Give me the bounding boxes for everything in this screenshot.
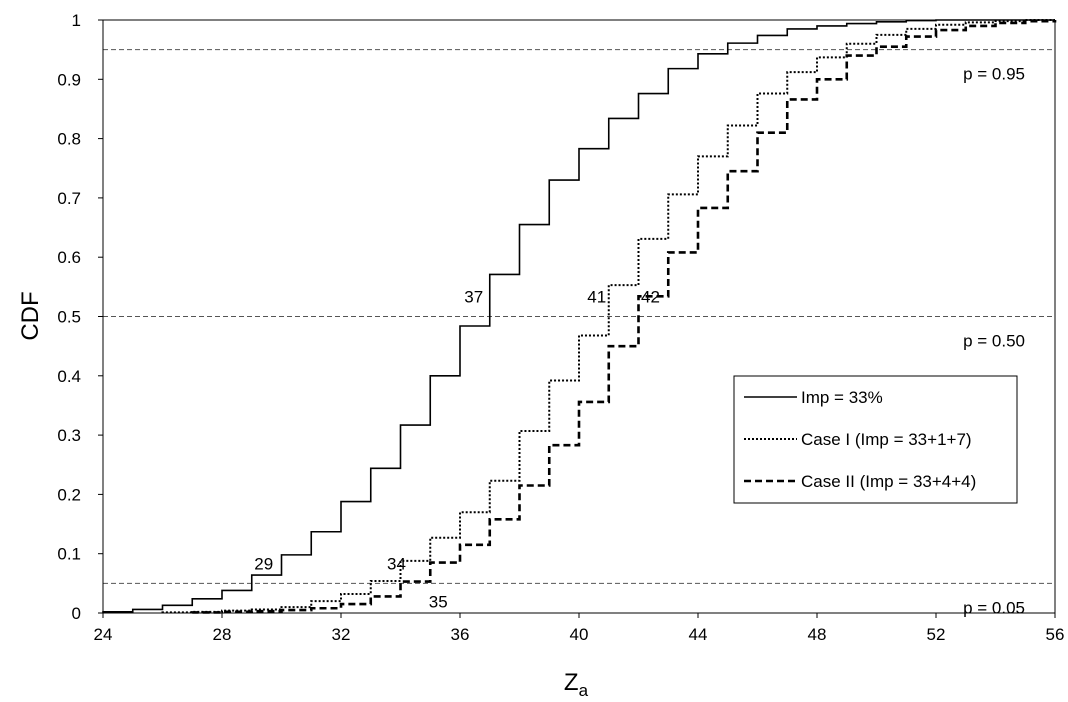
annotation-label: 37 xyxy=(464,288,483,307)
annotation-label: 29 xyxy=(254,554,273,573)
x-axis-title-main: Z xyxy=(564,669,579,696)
y-tick-label: 0.6 xyxy=(57,248,81,267)
annotation-label: 35 xyxy=(429,592,448,611)
y-tick-label: 0.4 xyxy=(57,367,81,386)
x-tick-label: 28 xyxy=(213,625,232,644)
x-tick-label: 24 xyxy=(94,625,113,644)
x-axis-title-sub: a xyxy=(579,681,589,697)
legend: Imp = 33% Case I (Imp = 33+1+7) Case II … xyxy=(733,375,1018,504)
y-tick-label: 0.5 xyxy=(57,308,81,327)
reference-line-label: p = 0.05 xyxy=(963,598,1025,617)
series-line-2 xyxy=(161,19,1055,614)
y-tick-label: 0.9 xyxy=(57,70,81,89)
x-tick-label: 36 xyxy=(451,625,470,644)
series-line-1 xyxy=(102,19,1055,613)
y-tick-label: 0.2 xyxy=(57,485,81,504)
y-tick-label: 0.7 xyxy=(57,189,81,208)
x-tick-label: 48 xyxy=(808,625,827,644)
y-tick-label: 1 xyxy=(72,11,81,30)
x-tick-label: 32 xyxy=(332,625,351,644)
x-tick-label: 44 xyxy=(689,625,708,644)
tick-labels: 24 28 32 36 40 44 48 52 56 0 0.1 0.2 0.3 0.4 0.5 0.6 0.7… xyxy=(57,11,1064,644)
legend-label-case2: Case II (Imp = 33+4+4) xyxy=(801,472,976,491)
series-line-3 xyxy=(190,19,1057,614)
x-tick-label: 40 xyxy=(570,625,589,644)
y-axis-title: CDF xyxy=(17,291,44,340)
annotation-label: 42 xyxy=(641,288,660,307)
legend-label-case1: Case I (Imp = 33+1+7) xyxy=(801,430,972,449)
annotations: 37 41 42 29 34 35 xyxy=(254,288,660,612)
y-tick-label: 0 xyxy=(72,604,81,623)
reference-line-label: p = 0.50 xyxy=(963,332,1025,351)
x-tick-label: 52 xyxy=(927,625,946,644)
reference-line-label: p = 0.95 xyxy=(963,65,1025,84)
series-lines xyxy=(102,19,1057,614)
y-tick-label: 0.3 xyxy=(57,426,81,445)
x-axis-title: Za xyxy=(564,669,589,697)
annotation-label: 34 xyxy=(387,554,406,573)
annotation-label: 41 xyxy=(587,288,606,307)
reference-lines: p = 0.95 p = 0.50 p = 0.05 xyxy=(103,49,1055,617)
legend-label-imp: Imp = 33% xyxy=(801,388,883,407)
x-tick-label: 56 xyxy=(1046,625,1065,644)
y-tick-label: 0.8 xyxy=(57,130,81,149)
y-tick-label: 0.1 xyxy=(57,545,81,564)
